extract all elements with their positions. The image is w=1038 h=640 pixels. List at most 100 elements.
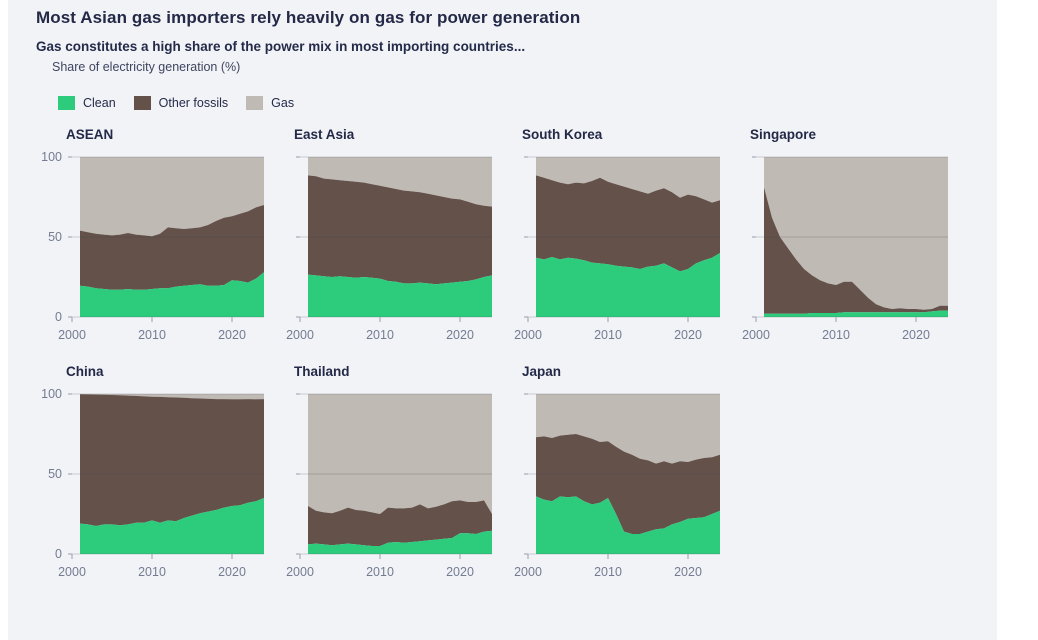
area-clean [536,496,720,554]
x-tick-label: 2020 [446,328,474,342]
x-tick-label: 2010 [594,328,622,342]
area-gas [536,394,720,464]
chart-panel-east-asia: East Asia050100200020102020 [268,127,496,344]
panel-title: South Korea [522,127,603,142]
area-clean [80,272,264,317]
chart-legend: Clean Other fossils Gas [58,95,997,110]
x-tick-label: 2000 [286,328,314,342]
x-tick-label: 2000 [514,565,542,579]
area-clean [764,310,948,317]
area-other-fossils [308,175,492,285]
x-tick-label: 2020 [446,565,474,579]
panel-title: East Asia [294,127,355,142]
plot-area: 0 50 100 2000 2010 2020 [41,387,268,581]
area-clean [308,274,492,317]
y-tick-label: 0 [55,547,62,561]
area-clean [536,253,720,317]
stacked-area-svg [752,156,948,322]
panels-row-1: ASEAN 0 50 100 2000 2010 2020 East Asia 0 50 100 20… [40,127,997,344]
area-gas [764,157,948,310]
x-tick-label: 2000 [58,328,86,342]
stacked-area-svg [296,156,492,322]
area-clean [80,498,264,554]
area-gas [80,157,264,237]
legend-item-clean: Clean [58,95,116,110]
x-axis-labels: 2000 2010 2020 [514,565,724,581]
stacked-area-svg [296,393,492,559]
area-other-fossils [80,394,264,526]
page-title: Most Asian gas importers rely heavily on… [36,8,581,27]
x-tick-label: 2010 [366,328,394,342]
x-tick-label: 2020 [218,328,246,342]
x-axis-labels: 2000 2010 2020 [286,328,496,344]
chart-panel-japan: Japan050100200020102020 [496,364,724,581]
area-gas [536,157,720,203]
figure-card: Most Asian gas importers rely heavily on… [8,0,997,640]
panel-title: ASEAN [66,127,114,142]
x-axis-labels: 2000 2010 2020 [514,328,724,344]
x-axis-labels: 2000 2010 2020 [58,328,268,344]
panels-row-2: China 0 50 100 2000 2010 2020 Thailand 0 50 100 200… [40,364,997,581]
x-tick-label: 2000 [286,565,314,579]
stacked-area-svg [68,393,264,559]
x-axis-labels: 2000 2010 2020 [286,565,496,581]
x-tick-label: 2010 [366,565,394,579]
legend-swatch-clean [58,95,75,110]
area-gas [80,394,264,400]
x-tick-label: 2020 [674,328,702,342]
x-tick-label: 2000 [742,328,770,342]
stacked-area-svg [68,156,264,322]
y-axis-unit-label: Share of electricity generation (%) [52,60,241,74]
x-tick-label: 2000 [58,565,86,579]
panel-title: Japan [522,364,562,379]
x-tick-label: 2010 [822,328,850,342]
legend-item-gas: Gas [246,95,295,110]
figure-subtitle: Gas constitutes a high share of the powe… [36,39,526,54]
panel-title: China [66,364,104,379]
y-axis-labels: 0 50 100 [40,387,62,564]
panel-title: Singapore [750,127,817,142]
x-tick-label: 2020 [674,565,702,579]
y-tick-label: 100 [41,150,62,164]
x-axis-labels: 2000 2010 2020 [742,328,952,344]
x-tick-label: 2020 [902,328,930,342]
chart-panel-south-korea: South Korea050100200020102020 [496,127,724,344]
legend-item-other-fossils: Other fossils [133,95,229,110]
chart-panel-thailand: Thailand050100200020102020 [268,364,496,581]
x-tick-label: 2020 [218,565,246,579]
stacked-area-svg [524,393,720,559]
area-other-fossils [80,205,264,290]
area-other-fossils [308,500,492,546]
legend-swatch-other-fossils [133,95,151,110]
legend-label: Gas [271,95,295,110]
area-other-fossils [536,434,720,534]
chart-panel-china: China 0 50 100 2000 2010 2020 [40,364,268,581]
area-clean [308,530,492,554]
y-tick-label: 0 [55,310,62,324]
x-tick-label: 2010 [594,565,622,579]
panel-title: Thailand [294,364,350,379]
area-other-fossils [536,175,720,272]
chart-panel-singapore: Singapore050100200020102020 [724,127,952,344]
legend-label: Other fossils [158,95,229,110]
legend-swatch-gas [246,95,264,110]
area-other-fossils [764,187,948,314]
stacked-area-svg [524,156,720,322]
x-tick-label: 2000 [514,328,542,342]
y-tick-label: 50 [48,230,62,244]
y-tick-label: 100 [41,387,62,401]
x-axis-labels: 2000 2010 2020 [58,565,268,581]
area-gas [308,394,492,514]
legend-label: Clean [83,95,116,110]
y-axis-labels: 0 50 100 [40,150,62,327]
x-tick-label: 2010 [138,328,166,342]
area-gas [308,157,492,207]
x-tick-label: 2010 [138,565,166,579]
y-tick-label: 50 [48,467,62,481]
plot-area: 0 50 100 2000 2010 2020 [41,150,268,344]
